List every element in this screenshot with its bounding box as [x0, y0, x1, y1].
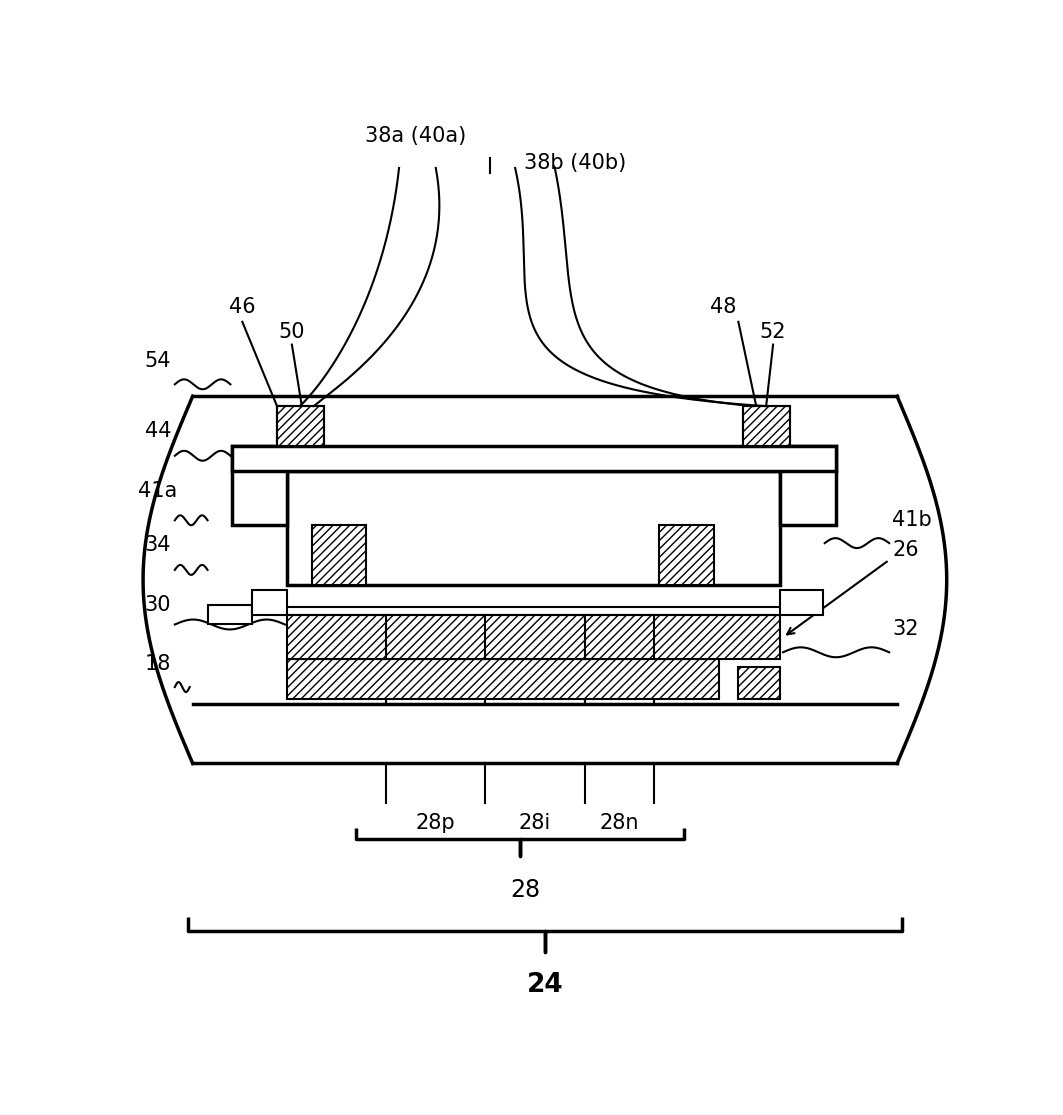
Bar — [233, 446, 287, 525]
Bar — [287, 659, 719, 699]
Text: 38a (40a): 38a (40a) — [366, 126, 467, 146]
Text: 48: 48 — [710, 297, 737, 317]
Text: 52: 52 — [760, 322, 787, 341]
Bar — [311, 525, 367, 584]
Text: 28: 28 — [510, 878, 540, 902]
Text: 32: 32 — [892, 620, 918, 640]
Text: 50: 50 — [279, 322, 305, 341]
Text: 28i: 28i — [519, 813, 551, 833]
Bar — [277, 406, 323, 446]
Text: 34: 34 — [145, 535, 171, 555]
Text: 26: 26 — [892, 540, 918, 560]
Bar — [743, 406, 790, 446]
Text: 30: 30 — [145, 594, 171, 614]
Bar — [207, 604, 252, 624]
Bar — [287, 471, 780, 584]
Bar — [743, 406, 790, 446]
Bar — [233, 446, 836, 471]
Bar — [252, 590, 287, 614]
Text: 41a: 41a — [138, 481, 178, 501]
Text: 28p: 28p — [416, 813, 456, 833]
Text: 24: 24 — [526, 972, 563, 998]
Bar — [780, 590, 823, 614]
Bar — [277, 406, 323, 446]
Bar — [287, 614, 780, 659]
Bar — [739, 667, 780, 699]
Text: 28n: 28n — [600, 813, 639, 833]
Text: 41b: 41b — [892, 511, 932, 531]
Bar — [780, 446, 836, 525]
Text: 54: 54 — [145, 351, 171, 371]
Text: 46: 46 — [229, 297, 255, 317]
Text: 44: 44 — [145, 421, 171, 440]
Bar — [659, 525, 713, 584]
Text: 38b (40b): 38b (40b) — [524, 153, 626, 173]
Text: 18: 18 — [145, 655, 171, 675]
